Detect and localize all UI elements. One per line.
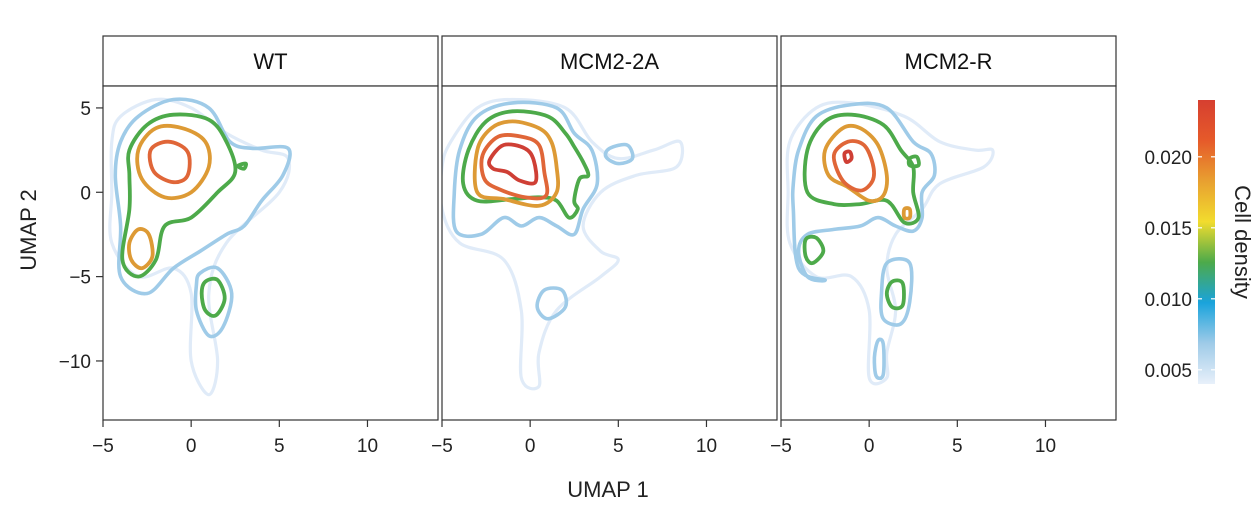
contour-line-level-0 [785, 100, 995, 386]
contour-line-level-0 [442, 97, 685, 391]
contour-line-level-2 [802, 234, 826, 266]
facet-panels: WT −5 0 5 10 5 0 −5 −10 MCM2-2A −5 0 5 10 MCM2-R −5 0 5 10 [59, 35, 1117, 457]
y-tick-label: −10 [59, 352, 91, 373]
x-tick-label: 0 [864, 436, 875, 457]
contour-line-level-2 [120, 112, 238, 279]
x-tick-label: 0 [525, 436, 536, 457]
plot-area [781, 86, 1116, 420]
x-tick-label: 10 [357, 436, 378, 457]
contour-line-level-1 [451, 100, 600, 239]
density-contours [785, 100, 995, 386]
plot-frame [780, 85, 1117, 421]
colorbar-tick-label: 0.005 [1144, 361, 1192, 382]
facet-strip-label: WT [253, 49, 287, 74]
facet-strip [441, 35, 778, 87]
x-tick-label: −5 [431, 436, 453, 457]
contour-line-level-3 [472, 119, 561, 208]
contour-line-level-1 [193, 265, 234, 339]
facet-strip [102, 35, 439, 87]
plot-frame [441, 85, 778, 421]
y-tick-label: 5 [80, 99, 91, 120]
colorbar-title: Cell density [1230, 185, 1253, 299]
x-tick-label: −5 [92, 436, 114, 457]
density-contours [108, 97, 292, 397]
facet-strip-label: MCM2-2A [560, 49, 659, 74]
density-contours [442, 97, 685, 391]
y-tick-label: −5 [69, 268, 91, 289]
contour-line-level-2 [802, 112, 921, 226]
colorbar-tick-label: 0.010 [1144, 290, 1192, 311]
contour-line-level-4 [147, 139, 192, 185]
contour-line-level-3 [901, 206, 913, 221]
contour-line-level-2 [199, 276, 227, 318]
contour-line-level-4 [479, 132, 550, 201]
x-tick-label: 0 [186, 436, 197, 457]
contour-line-level-3 [822, 123, 889, 203]
contour-line-level-2 [236, 161, 248, 171]
colorbar-ticks: 0.020 0.015 0.010 0.005 [1144, 148, 1215, 382]
contour-line-level-1 [113, 97, 292, 296]
colorbar-tick-label: 0.015 [1144, 219, 1192, 240]
contour-line-level-4 [831, 139, 876, 193]
x-tick-label: −5 [770, 436, 792, 457]
colorbar-tick-label: 0.020 [1144, 148, 1192, 169]
contour-line-level-1 [535, 286, 569, 321]
contour-line-level-3 [127, 227, 155, 271]
contour-line-level-1 [872, 337, 886, 381]
contour-line-level-1 [879, 257, 914, 327]
facet-strip-label: MCM2-R [905, 49, 993, 74]
colorbar-gradient [1198, 100, 1215, 384]
contour-line-level-1 [790, 101, 937, 283]
x-tick-label: 5 [952, 436, 963, 457]
contour-line-level-2 [906, 154, 921, 169]
facet-panel-wt: WT −5 0 5 10 5 0 −5 −10 [59, 35, 439, 457]
x-tick-label: 10 [696, 436, 717, 457]
x-axis-title: UMAP 1 [567, 477, 649, 502]
contour-line-level-0 [108, 97, 292, 397]
x-tick-label: 5 [613, 436, 624, 457]
contour-line-level-5 [842, 149, 854, 164]
x-tick-label: 5 [274, 436, 285, 457]
contour-line-level-1 [603, 142, 635, 166]
plot-frame [102, 85, 439, 421]
facet-panel-mcm2-2a: MCM2-2A −5 0 5 10 [431, 35, 778, 457]
x-tick-label: 10 [1035, 436, 1056, 457]
contour-line-level-3 [135, 124, 212, 201]
colorbar-legend: 0.020 0.015 0.010 0.005 Cell density [1144, 100, 1253, 384]
facet-panel-mcm2-r: MCM2-R −5 0 5 10 [770, 35, 1117, 457]
contour-line-level-2 [884, 278, 906, 311]
plot-area [442, 86, 777, 420]
contour-line-level-5 [487, 142, 539, 186]
y-axis-title: UMAP 2 [16, 189, 41, 271]
y-tick-label: 0 [80, 183, 91, 204]
